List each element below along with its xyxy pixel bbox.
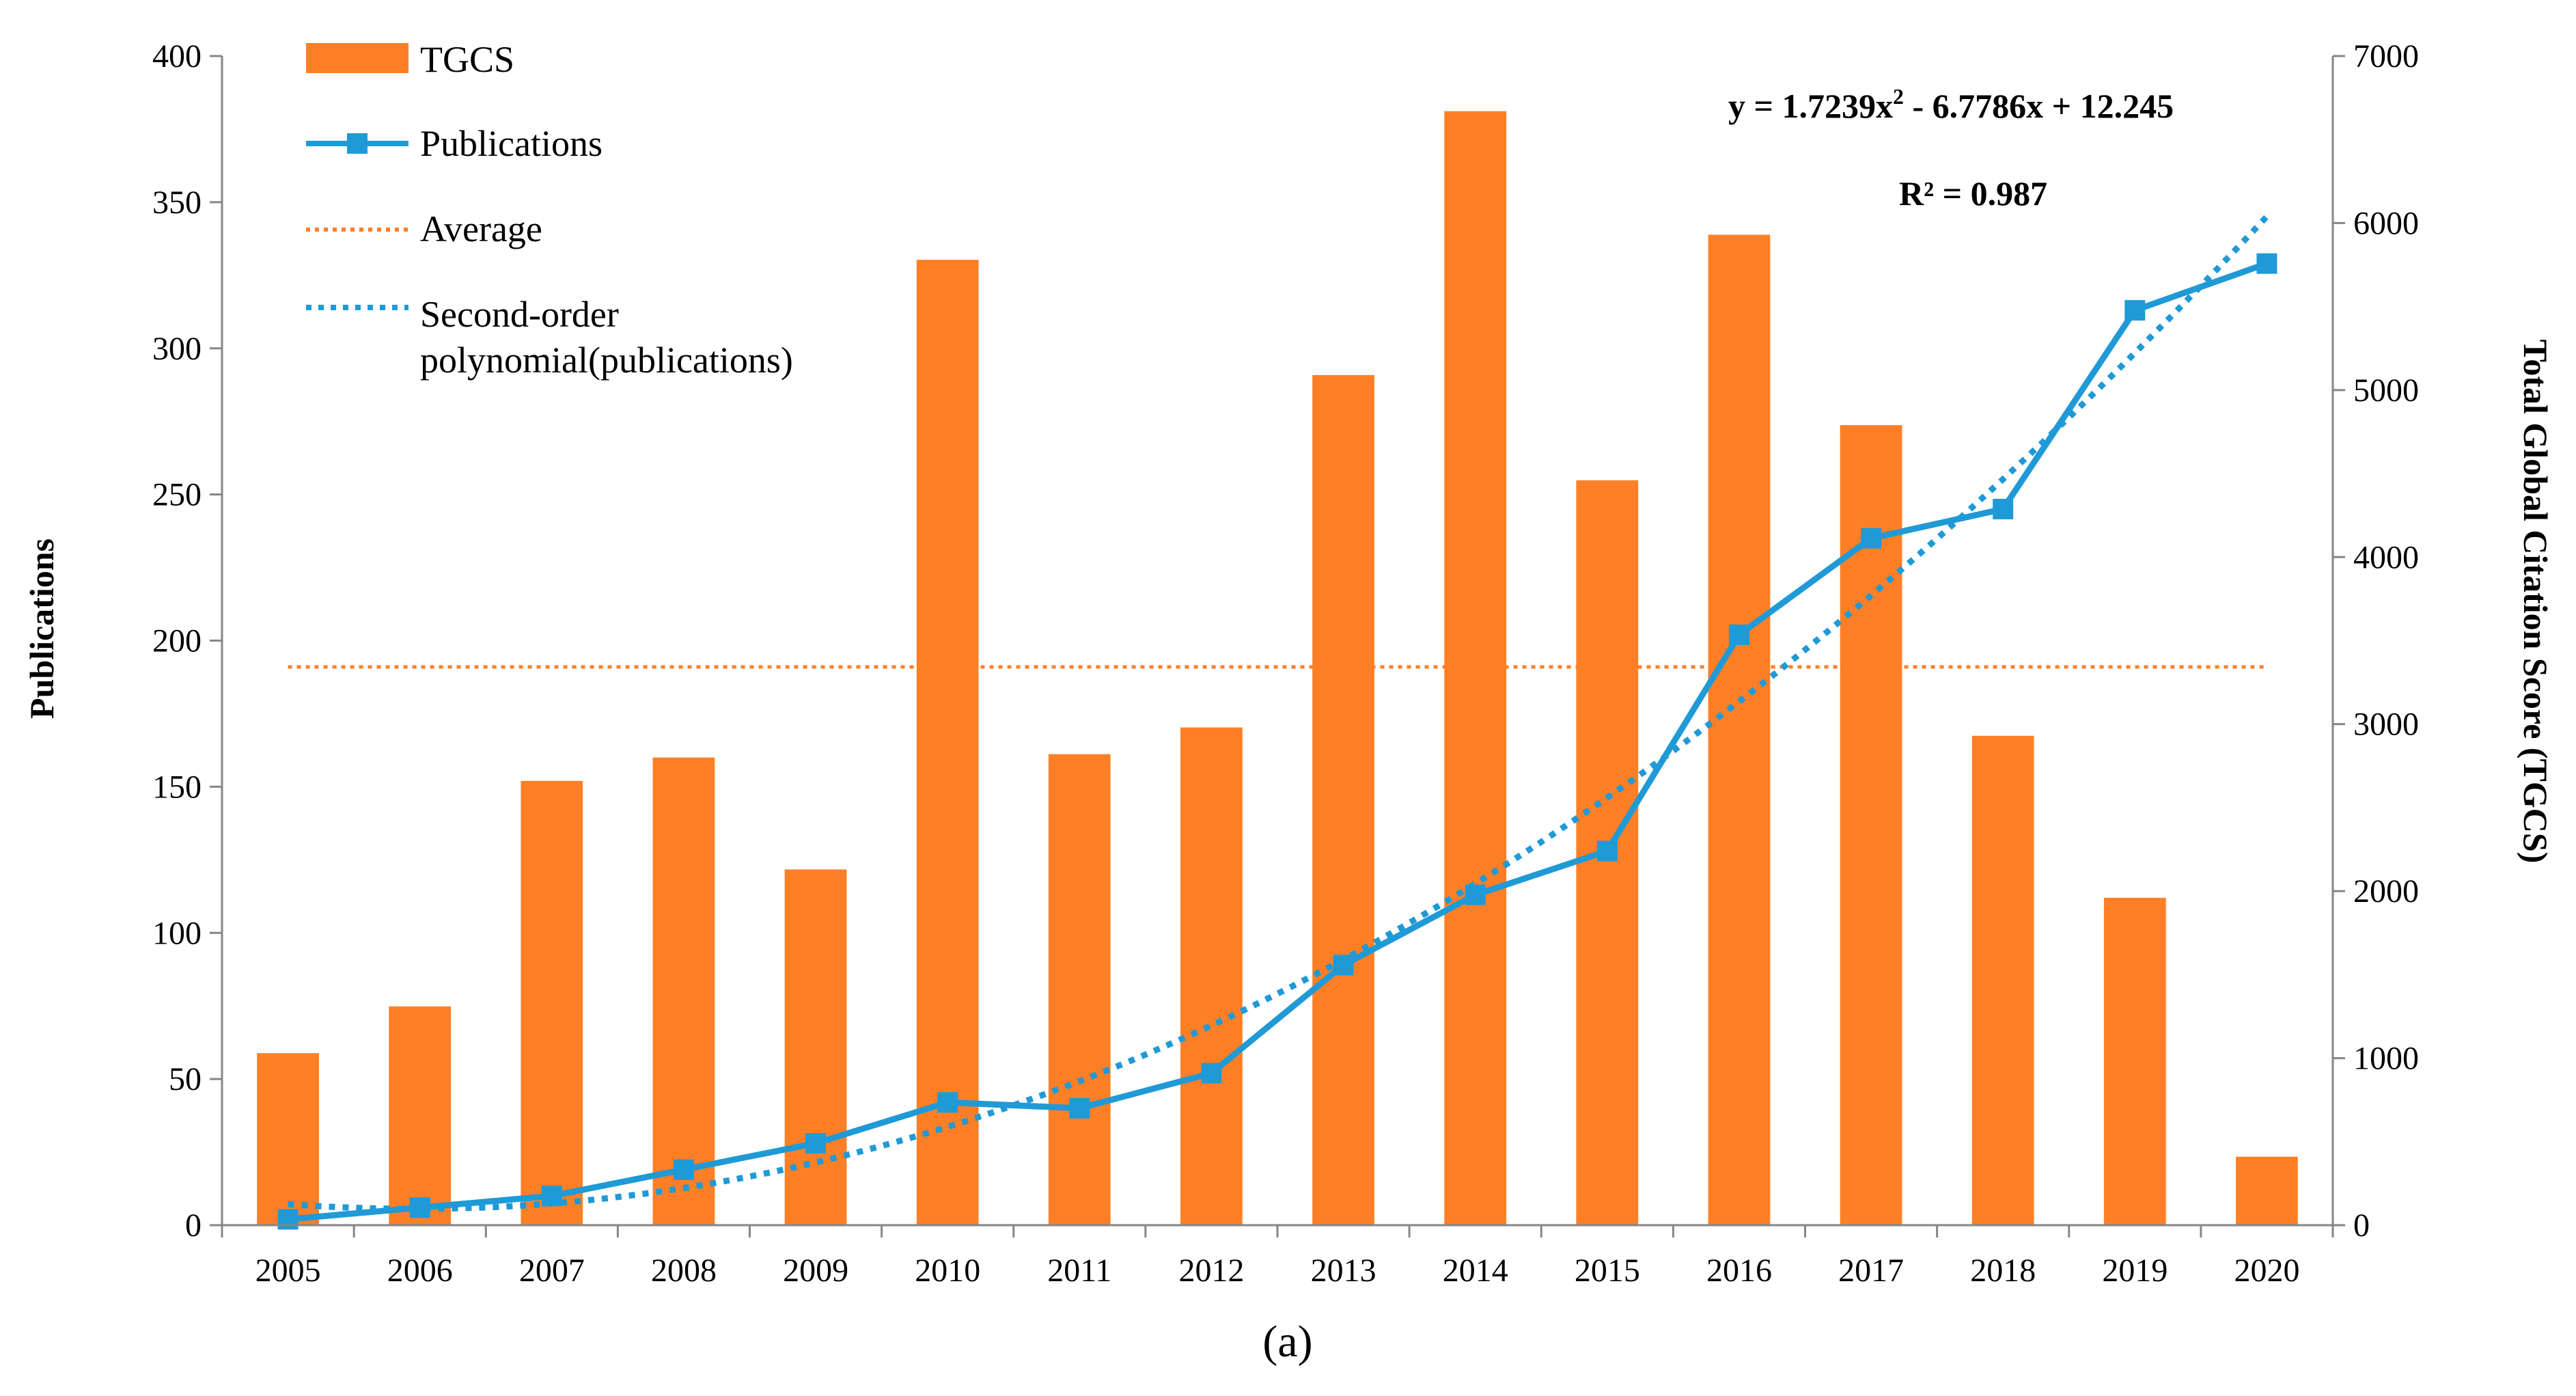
tgcs-bar-2008 bbox=[652, 757, 715, 1225]
legend-label-publications: Publications bbox=[420, 123, 603, 164]
tgcs-bar-2012 bbox=[1180, 727, 1243, 1225]
tick-labels: 0501001502002503003504000100020003000400… bbox=[152, 38, 2419, 1289]
tgcs-bars bbox=[257, 111, 2298, 1226]
x-tick-label: 2006 bbox=[387, 1253, 453, 1289]
y-tick-label: 150 bbox=[152, 769, 202, 805]
tgcs-bar-2018 bbox=[1971, 735, 2034, 1225]
equation-tail: - 6.7786x + 12.245 bbox=[1904, 87, 2174, 125]
publications-point-2010 bbox=[937, 1092, 958, 1113]
y2-tick-label: 4000 bbox=[2353, 539, 2419, 575]
x-tick-label: 2017 bbox=[1838, 1253, 1904, 1289]
publications-point-2017 bbox=[1861, 528, 1882, 549]
publications-line-layer bbox=[277, 253, 2277, 1230]
legend: TGCS Publications Average Second-order p… bbox=[306, 39, 793, 381]
legend-label-tgcs: TGCS bbox=[420, 39, 514, 80]
y2-tick-label: 5000 bbox=[2353, 372, 2419, 409]
tgcs-bar-2005 bbox=[257, 1053, 319, 1225]
x-tick-label: 2014 bbox=[1443, 1253, 1508, 1289]
publications-point-2009 bbox=[805, 1133, 827, 1154]
y-tick-label: 100 bbox=[152, 915, 202, 951]
x-tick-label: 2010 bbox=[915, 1253, 980, 1289]
x-tick-label: 2015 bbox=[1575, 1253, 1640, 1289]
axes bbox=[210, 55, 2345, 1237]
publications-point-2015 bbox=[1596, 840, 1618, 862]
tgcs-bar-2010 bbox=[916, 260, 979, 1225]
y2-tick-label: 1000 bbox=[2353, 1041, 2419, 1077]
tgcs-bar-2013 bbox=[1312, 374, 1374, 1225]
x-tick-label: 2018 bbox=[1970, 1253, 2036, 1289]
x-tick-label: 2019 bbox=[2102, 1253, 2168, 1289]
x-tick-label: 2012 bbox=[1178, 1253, 1244, 1289]
publications-point-2008 bbox=[673, 1159, 694, 1180]
x-tick-label: 2005 bbox=[255, 1253, 321, 1289]
y-tick-label: 350 bbox=[152, 184, 202, 221]
x-tick-label: 2009 bbox=[783, 1253, 848, 1289]
tgcs-bar-2019 bbox=[2103, 897, 2166, 1225]
publications-line bbox=[288, 260, 2268, 1222]
tgcs-bar-2007 bbox=[521, 780, 583, 1225]
trendline-layer bbox=[288, 214, 2269, 1212]
equation-superscript: 2 bbox=[1893, 84, 1904, 109]
publications-point-2012 bbox=[1201, 1063, 1222, 1084]
legend-swatch-tgcs bbox=[306, 43, 408, 73]
x-tick-label: 2020 bbox=[2234, 1253, 2299, 1289]
x-tick-label: 2013 bbox=[1311, 1253, 1376, 1289]
y-tick-label: 0 bbox=[185, 1207, 202, 1244]
legend-label-average: Average bbox=[420, 208, 542, 249]
tgcs-bar-2009 bbox=[784, 869, 847, 1225]
legend-marker-publications bbox=[347, 133, 368, 154]
publications-point-2006 bbox=[409, 1197, 430, 1218]
y-tick-label: 50 bbox=[169, 1061, 202, 1097]
y2-tick-label: 0 bbox=[2353, 1207, 2370, 1244]
publications-point-2011 bbox=[1069, 1097, 1090, 1119]
publications-point-2019 bbox=[2124, 300, 2146, 321]
x-tick-label: 2007 bbox=[519, 1253, 585, 1289]
tgcs-bar-2017 bbox=[1840, 425, 1902, 1225]
y-tick-label: 300 bbox=[152, 331, 202, 367]
x-tick-label: 2008 bbox=[651, 1253, 717, 1289]
legend-label-trendline-line2: polynomial(publications) bbox=[420, 340, 793, 381]
publications-point-2007 bbox=[541, 1186, 562, 1207]
legend-label-trendline-line1: Second-order bbox=[420, 294, 619, 335]
y-axis-title: Publications bbox=[23, 538, 61, 719]
publications-point-2018 bbox=[1993, 499, 2014, 520]
y-tick-label: 400 bbox=[152, 38, 202, 74]
polynomial-trendline bbox=[288, 214, 2269, 1212]
tgcs-bar-2011 bbox=[1048, 754, 1111, 1225]
publications-point-2014 bbox=[1465, 884, 1486, 905]
publications-point-2016 bbox=[1728, 624, 1749, 645]
figure-caption: (a) bbox=[1262, 1317, 1312, 1367]
equation-lead: y = 1.7239x bbox=[1728, 87, 1893, 125]
y-tick-label: 250 bbox=[152, 477, 202, 513]
y2-tick-label: 3000 bbox=[2353, 707, 2419, 743]
tgcs-bar-2016 bbox=[1708, 234, 1771, 1225]
publications-point-2013 bbox=[1333, 955, 1354, 976]
trendline-equation: y = 1.7239x2 - 6.7786x + 12.245 bbox=[1728, 84, 2174, 125]
y2-tick-label: 2000 bbox=[2353, 873, 2419, 909]
tgcs-bar-2020 bbox=[2236, 1156, 2298, 1225]
y-tick-label: 200 bbox=[152, 623, 202, 659]
publications-point-2005 bbox=[277, 1209, 299, 1230]
tgcs-bar-2006 bbox=[389, 1006, 452, 1225]
r-squared-label: R² = 0.987 bbox=[1899, 174, 2047, 213]
x-tick-label: 2016 bbox=[1706, 1253, 1772, 1289]
y2-tick-label: 7000 bbox=[2353, 38, 2419, 74]
y2-tick-label: 6000 bbox=[2353, 205, 2419, 241]
publications-point-2020 bbox=[2256, 253, 2277, 274]
x-tick-label: 2011 bbox=[1047, 1253, 1111, 1289]
y2-axis-title: Total Global Citation Score (TGCS) bbox=[2517, 340, 2555, 864]
